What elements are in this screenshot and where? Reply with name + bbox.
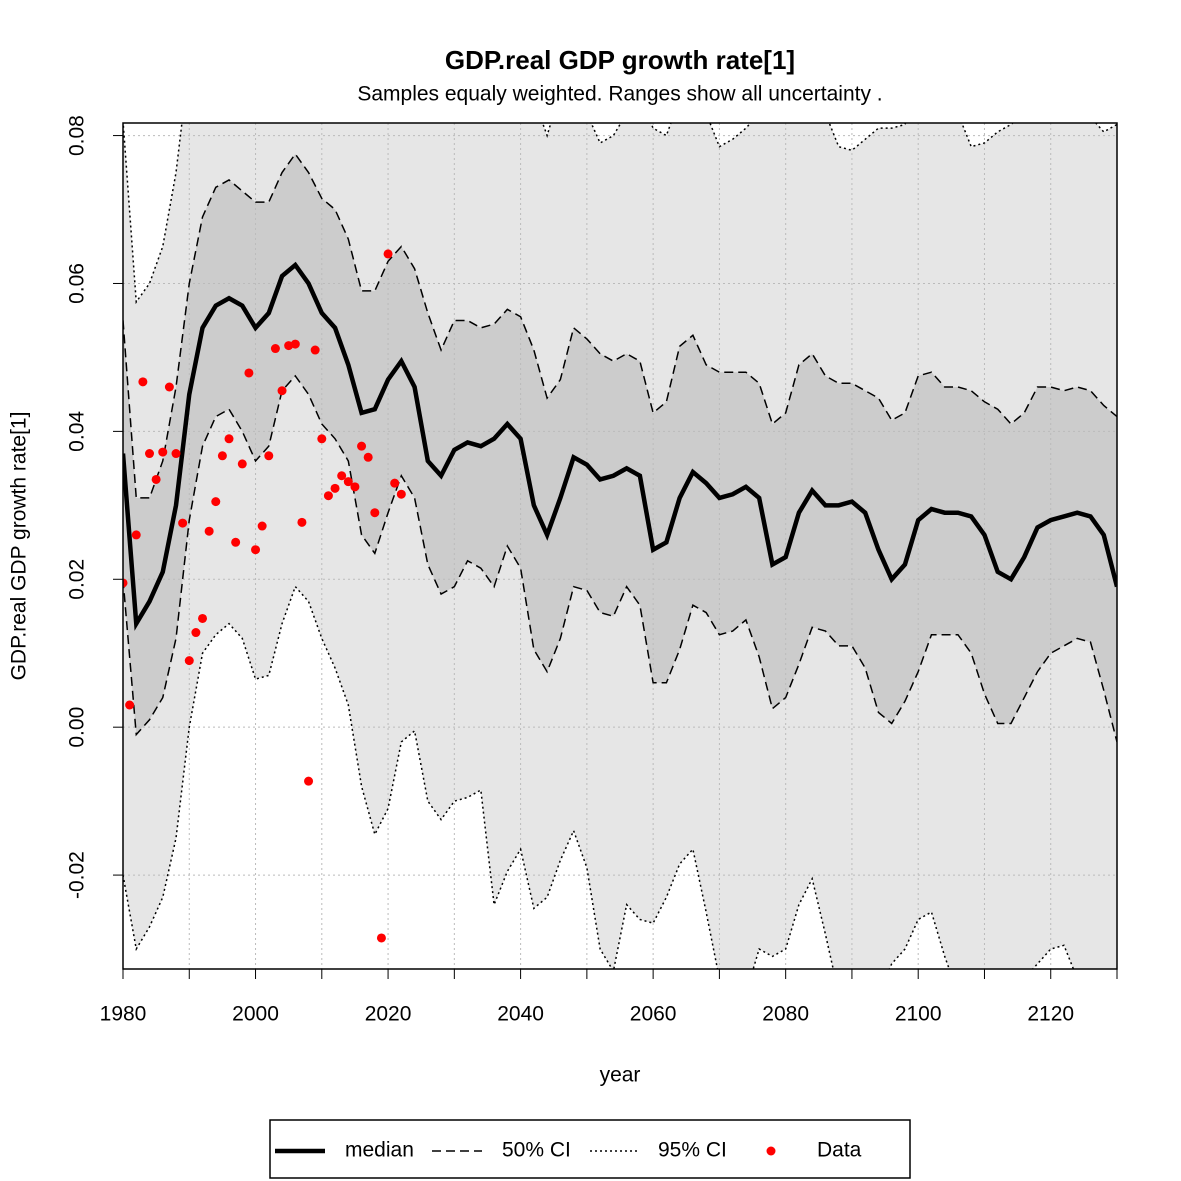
data-point <box>231 537 241 547</box>
data-point <box>343 477 353 487</box>
data-point <box>138 377 148 387</box>
data-point <box>158 447 168 457</box>
x-tick-label: 2060 <box>630 1003 677 1026</box>
data-point <box>151 474 161 484</box>
data-point <box>290 339 300 349</box>
ci-band <box>123 154 1117 742</box>
data-point <box>244 368 254 378</box>
y-tick-label: 0.00 <box>66 707 89 748</box>
x-tick-label: 1980 <box>100 1003 147 1026</box>
y-tick-label: 0.08 <box>66 115 89 156</box>
y-tick-label: 0.06 <box>66 263 89 304</box>
plot-area <box>123 123 1117 969</box>
data-point <box>211 497 221 507</box>
y-axis-label: GDP.real GDP growth rate[1] <box>8 412 31 681</box>
x-tick-label: 2080 <box>762 1003 809 1026</box>
plot-frame <box>122 122 1118 970</box>
x-tick-label: 2020 <box>365 1003 412 1026</box>
data-point <box>337 471 347 481</box>
data-point <box>363 452 373 462</box>
legend-label: median <box>345 1139 414 1162</box>
data-point <box>357 441 367 451</box>
line <box>123 261 1117 631</box>
data-point <box>297 517 307 527</box>
line <box>123 585 1075 969</box>
data-point <box>370 508 380 518</box>
data-point <box>237 459 247 469</box>
data-point <box>304 776 314 786</box>
data-point <box>125 700 135 710</box>
legend-label: Data <box>817 1139 862 1162</box>
data-point <box>317 434 327 444</box>
data-point <box>264 451 274 461</box>
data-point <box>184 656 194 666</box>
line <box>123 374 1117 743</box>
data-point <box>323 491 333 501</box>
data-point <box>178 518 188 528</box>
data-point <box>145 449 155 459</box>
x-tick-label: 2120 <box>1027 1003 1074 1026</box>
data-point <box>131 530 141 540</box>
data-point <box>204 526 214 536</box>
data-point <box>217 451 227 461</box>
data-point <box>330 483 340 493</box>
data-point <box>350 482 360 492</box>
chart-subtitle: Samples equaly weighted. Ranges show all… <box>357 83 882 106</box>
data-point <box>310 345 320 355</box>
y-tick-label: 0.04 <box>66 411 89 452</box>
data-point <box>171 449 181 459</box>
legend <box>269 1119 911 1179</box>
data-point <box>396 489 406 499</box>
data-point <box>191 628 201 638</box>
y-tick-label: 0.02 <box>66 559 89 600</box>
data-point <box>224 434 234 444</box>
x-axis-label: year <box>600 1064 641 1087</box>
data-point <box>198 613 208 623</box>
y-tick-label: -0.02 <box>66 851 89 899</box>
data-point <box>390 478 400 488</box>
data-point <box>257 521 267 531</box>
legend-marker <box>766 1146 776 1156</box>
x-tick-label: 2100 <box>895 1003 942 1026</box>
line <box>123 152 1117 499</box>
chart-title: GDP.real GDP growth rate[1] <box>445 45 795 75</box>
data-point <box>383 249 393 259</box>
data-point <box>123 578 128 588</box>
data-point <box>270 344 280 354</box>
data-point <box>164 382 174 392</box>
legend-label: 50% CI <box>502 1139 571 1162</box>
x-tick-label: 2040 <box>497 1003 544 1026</box>
data-point <box>277 386 287 396</box>
x-tick-label: 2000 <box>232 1003 279 1026</box>
data-point <box>251 545 261 555</box>
legend-label: 95% CI <box>658 1139 727 1162</box>
data-point <box>376 933 386 943</box>
